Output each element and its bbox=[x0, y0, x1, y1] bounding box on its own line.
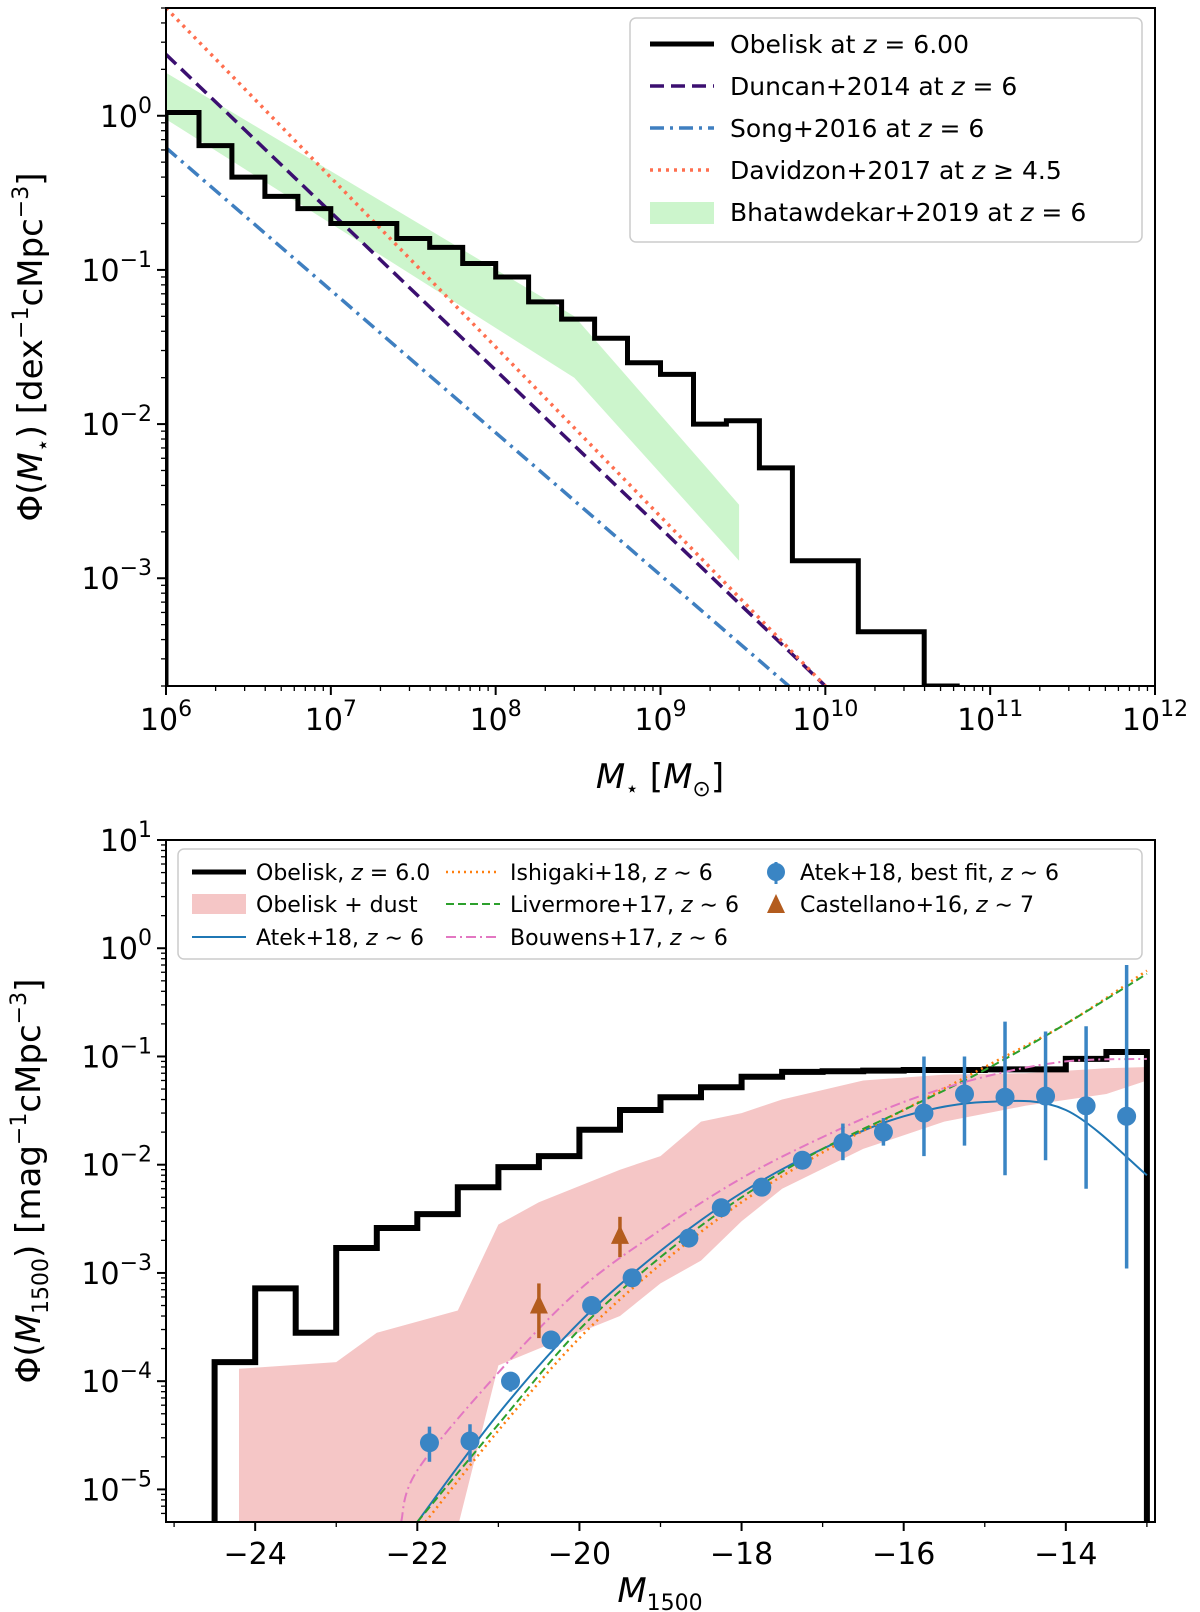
legend-atek-bestfit: Atek+18, best fit, z ∼ 6 bbox=[800, 861, 1059, 886]
bottom-series-layer bbox=[211, 965, 1150, 1522]
y-tick-label: 10−3 bbox=[81, 1251, 152, 1292]
atek-point bbox=[711, 1198, 731, 1218]
legend-livermore: Livermore+17, z ∼ 6 bbox=[510, 893, 739, 918]
legend-castellano: Castellano+16, z ∼ 7 bbox=[800, 893, 1034, 918]
x-tick-label: 106 bbox=[140, 697, 192, 738]
bottom-legend-frame bbox=[177, 848, 1143, 960]
legend-swatch-dust bbox=[192, 894, 246, 914]
bottom-axes: −24 −22 −20 −18 −16 −14 101 100 10−1 10−2 10−3 10−4… bbox=[81, 818, 1148, 1572]
legend-swatch-atek-bestfit bbox=[767, 862, 785, 884]
legend-swatch-bhatawdekar bbox=[650, 202, 714, 224]
legend-davidzon: Davidzon+2017 at z ≥ 4.5 bbox=[730, 156, 1062, 185]
atek-point bbox=[833, 1133, 853, 1153]
atek-point bbox=[622, 1268, 642, 1288]
ishigaki-curve bbox=[424, 969, 1148, 1522]
y-tick-label: 100 bbox=[100, 94, 152, 135]
top-chart: 106 107 108 109 1010 1011 101210010−110−210−3 … bbox=[9, 7, 1188, 802]
x-tick-label: −16 bbox=[872, 1537, 935, 1572]
legend-duncan: Duncan+2014 at z = 6 bbox=[730, 72, 1017, 101]
atek-point bbox=[873, 1122, 893, 1142]
legend-song: Song+2016 at z = 6 bbox=[730, 114, 984, 143]
atek-point bbox=[1036, 1086, 1056, 1106]
x-tick-label: 1011 bbox=[957, 697, 1023, 738]
y-tick-label: 101 bbox=[100, 818, 152, 859]
atek-point bbox=[995, 1087, 1015, 1107]
top-legend-frame bbox=[629, 17, 1143, 243]
atek-point bbox=[792, 1150, 812, 1170]
y-tick-label: 10−2 bbox=[81, 1143, 152, 1184]
y-tick-label: 10−3 bbox=[81, 556, 152, 597]
davidzon-line bbox=[166, 8, 827, 686]
x-tick-label: 107 bbox=[305, 697, 357, 738]
atek-point bbox=[582, 1296, 602, 1316]
legend-atek: Atek+18, z ∼ 6 bbox=[256, 926, 424, 951]
atek-point bbox=[1076, 1096, 1096, 1116]
x-tick-label: 1010 bbox=[792, 697, 858, 738]
atek-point bbox=[914, 1103, 934, 1123]
y-tick-label: 10−4 bbox=[81, 1359, 152, 1400]
legend-dust: Obelisk + dust bbox=[256, 893, 418, 918]
legend-bhatawdekar: Bhatawdekar+2019 at z = 6 bbox=[730, 198, 1086, 227]
x-tick-label: −22 bbox=[386, 1537, 449, 1572]
top-legend: Obelisk at z = 6.00 Duncan+2014 at z = 6… bbox=[629, 17, 1143, 243]
bottom-legend: Obelisk, z = 6.0 Obelisk + dust Atek+18,… bbox=[177, 848, 1143, 960]
duncan-line bbox=[166, 53, 827, 686]
atek-point bbox=[460, 1431, 480, 1451]
top-axes: 106 107 108 109 1010 1011 1012 100 10−1 10−2 10−3 bbox=[81, 7, 1188, 738]
y-tick-label: 10−1 bbox=[81, 1034, 152, 1075]
legend-obelisk-bot: Obelisk, z = 6.0 bbox=[256, 861, 430, 886]
legend-bouwens: Bouwens+17, z ∼ 6 bbox=[510, 926, 728, 951]
song-line bbox=[166, 146, 790, 686]
x-tick-label: −24 bbox=[224, 1537, 287, 1572]
legend-obelisk-top: Obelisk at z = 6.00 bbox=[730, 30, 969, 59]
x-tick-label: −14 bbox=[1034, 1537, 1097, 1572]
atek-point bbox=[419, 1433, 439, 1453]
y-tick-label: 10−5 bbox=[81, 1467, 152, 1508]
castellano-point bbox=[529, 1294, 548, 1314]
bhatawdekar-band bbox=[166, 72, 740, 561]
atek-point bbox=[679, 1228, 699, 1248]
castellano-point bbox=[610, 1224, 629, 1244]
x-tick-label: 109 bbox=[634, 697, 686, 738]
top-x-axis-title: M⋆ [M⊙] bbox=[596, 757, 724, 802]
top-y-axis-title: Φ(M⋆) [dex−1cMpc−3] bbox=[9, 173, 56, 522]
bottom-chart: −24 −22 −20 −18 −16 −14 101 100 10−1 10−2 10−3 10−4… bbox=[7, 818, 1156, 1612]
x-tick-label: −18 bbox=[710, 1537, 773, 1572]
bottom-y-axis-title: Φ(M1500) [mag−1cMpc−3] bbox=[7, 979, 54, 1384]
obelisk-dust-band bbox=[239, 1067, 1147, 1522]
bottom-x-axis-title: M1500 bbox=[617, 1571, 702, 1612]
y-tick-label: 10−2 bbox=[81, 402, 152, 443]
y-tick-label: 100 bbox=[100, 926, 152, 967]
atek-curve bbox=[416, 1099, 1148, 1522]
atek-point bbox=[1117, 1106, 1137, 1126]
x-tick-label: −20 bbox=[548, 1537, 611, 1572]
obelisk-step-top bbox=[166, 110, 960, 686]
atek-point bbox=[752, 1177, 772, 1197]
legend-ishigaki: Ishigaki+18, z ∼ 6 bbox=[510, 861, 713, 886]
atek-point bbox=[501, 1371, 521, 1391]
legend-swatch-castellano bbox=[767, 894, 785, 913]
atek-point bbox=[541, 1330, 561, 1350]
y-tick-label: 10−1 bbox=[81, 248, 152, 289]
x-tick-label: 108 bbox=[470, 697, 522, 738]
atek-point bbox=[954, 1084, 974, 1104]
top-series-layer bbox=[166, 8, 960, 686]
x-tick-label: 1012 bbox=[1122, 697, 1188, 738]
